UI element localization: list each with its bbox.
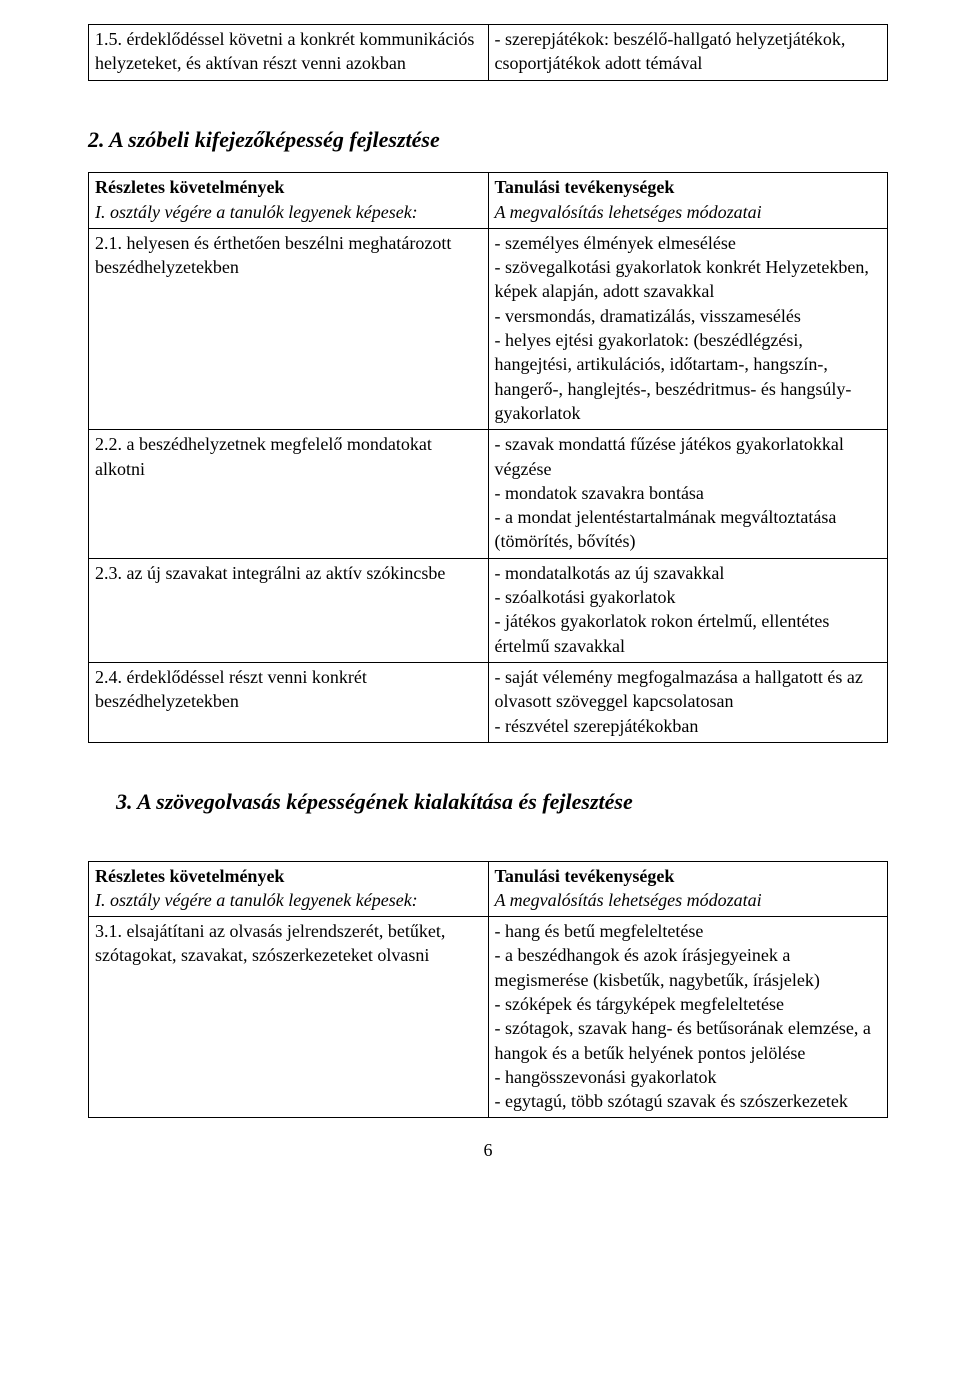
table-section-2: Részletes követelmények I. osztály végér… — [88, 172, 888, 743]
cell-left: 2.1. helyesen és érthetően beszélni megh… — [89, 228, 489, 429]
cell-left: 2.2. a beszédhelyzetnek megfelelő mondat… — [89, 430, 489, 558]
header-left: Részletes követelmények I. osztály végér… — [89, 173, 489, 229]
header-right: Tanulási tevékenységek A megvalósítás le… — [488, 173, 888, 229]
cell-right: - saját vélemény megfogalmazása a hallga… — [488, 662, 888, 742]
header-right-italic: A megvalósítás lehetséges módozatai — [495, 202, 762, 222]
cell-right: - mondatalkotás az új szavakkal- szóalko… — [488, 558, 888, 662]
cell-left: 3.1. elsajátítani az olvasás jelrendszer… — [89, 917, 489, 1118]
header-left-bold: Részletes követelmények — [95, 866, 284, 886]
section-2-heading: 2. A szóbeli kifejezőképesség fejlesztés… — [88, 125, 888, 155]
header-right-bold: Tanulási tevékenységek — [495, 177, 675, 197]
header-right-bold: Tanulási tevékenységek — [495, 866, 675, 886]
cell-right: - szerepjátékok: beszélő-hallgató helyze… — [488, 25, 888, 81]
header-right: Tanulási tevékenységek A megvalósítás le… — [488, 861, 888, 917]
table-header-row: Részletes követelmények I. osztály végér… — [89, 173, 888, 229]
section-3-heading: 3. A szövegolvasás képességének kialakít… — [116, 787, 888, 817]
table-row: 2.2. a beszédhelyzetnek megfelelő mondat… — [89, 430, 888, 558]
cell-left: 2.4. érdeklődéssel részt venni konkrét b… — [89, 662, 489, 742]
cell-left: 2.3. az új szavakat integrálni az aktív … — [89, 558, 489, 662]
header-left-italic: I. osztály végére a tanulók legyenek kép… — [95, 202, 418, 222]
table-row: 2.4. érdeklődéssel részt venni konkrét b… — [89, 662, 888, 742]
table-row: 3.1. elsajátítani az olvasás jelrendszer… — [89, 917, 888, 1118]
cell-right: - szavak mondattá fűzése játékos gyakorl… — [488, 430, 888, 558]
page-number: 6 — [88, 1138, 888, 1162]
cell-left: 1.5. érdeklődéssel követni a konkrét kom… — [89, 25, 489, 81]
header-left: Részletes követelmények I. osztály végér… — [89, 861, 489, 917]
header-left-italic: I. osztály végére a tanulók legyenek kép… — [95, 890, 418, 910]
table-row: 2.1. helyesen és érthetően beszélni megh… — [89, 228, 888, 429]
table-row: 2.3. az új szavakat integrálni az aktív … — [89, 558, 888, 662]
cell-right: - személyes élmények elmesélése- szövega… — [488, 228, 888, 429]
table-top: 1.5. érdeklődéssel követni a konkrét kom… — [88, 24, 888, 81]
header-right-italic: A megvalósítás lehetséges módozatai — [495, 890, 762, 910]
table-row: 1.5. érdeklődéssel követni a konkrét kom… — [89, 25, 888, 81]
header-left-bold: Részletes követelmények — [95, 177, 284, 197]
table-section-3: Részletes követelmények I. osztály végér… — [88, 861, 888, 1119]
table-header-row: Részletes követelmények I. osztály végér… — [89, 861, 888, 917]
cell-right: - hang és betű megfeleltetése- a beszédh… — [488, 917, 888, 1118]
